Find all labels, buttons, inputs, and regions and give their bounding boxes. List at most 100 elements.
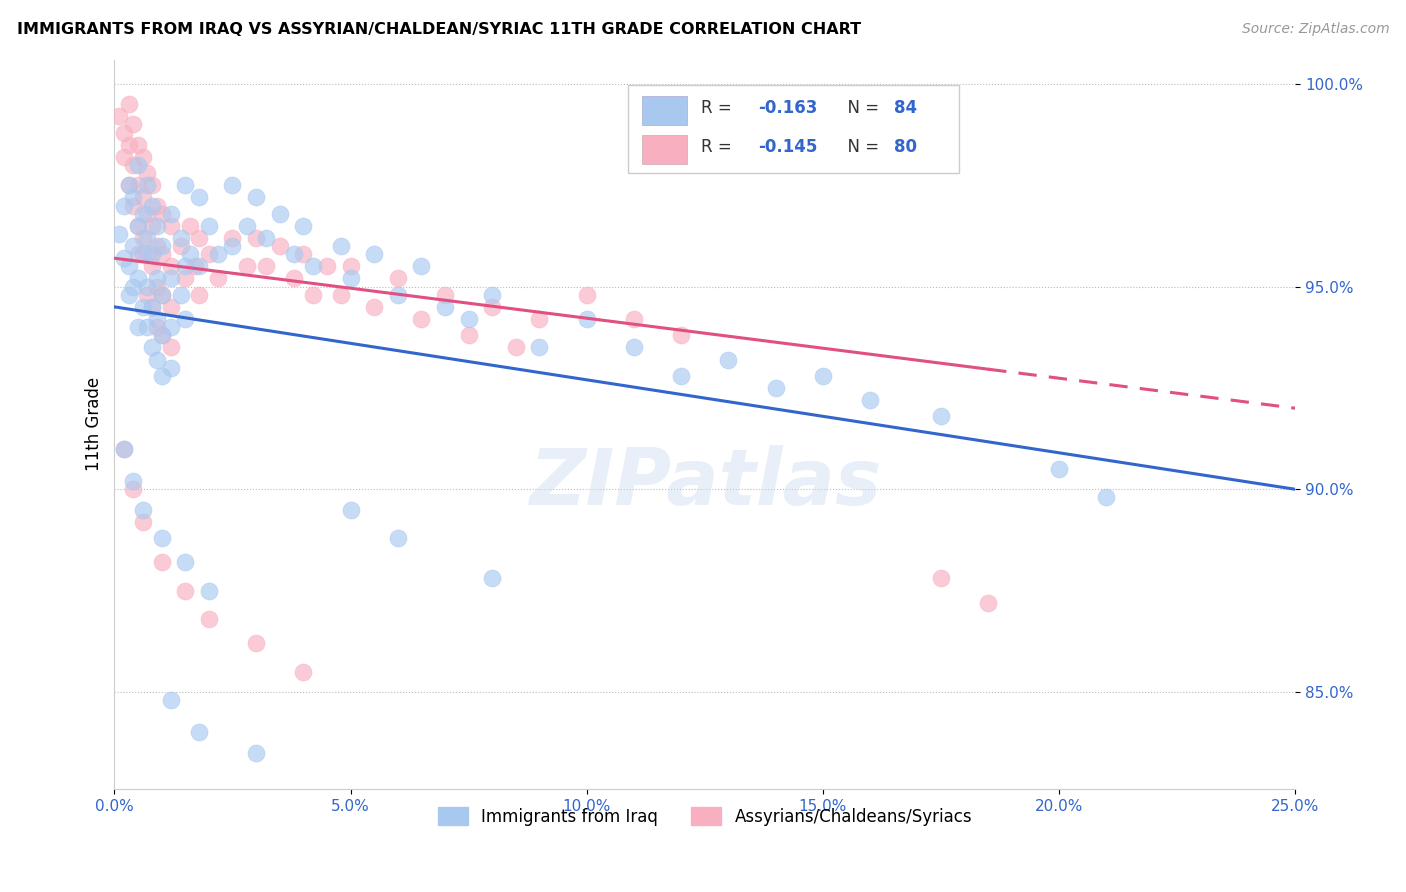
Point xyxy=(141,198,163,212)
Point xyxy=(112,198,135,212)
Point xyxy=(132,150,155,164)
Point xyxy=(254,231,277,245)
Point xyxy=(977,596,1000,610)
Point xyxy=(481,287,503,301)
Bar xyxy=(643,135,688,164)
Point xyxy=(150,368,173,383)
Point xyxy=(127,219,149,233)
Point xyxy=(292,247,315,261)
Text: IMMIGRANTS FROM IRAQ VS ASSYRIAN/CHALDEAN/SYRIAC 11TH GRADE CORRELATION CHART: IMMIGRANTS FROM IRAQ VS ASSYRIAN/CHALDEA… xyxy=(17,22,860,37)
Point xyxy=(112,442,135,456)
Point xyxy=(146,312,169,326)
Point xyxy=(169,287,191,301)
Point xyxy=(221,239,243,253)
Point xyxy=(221,231,243,245)
Point xyxy=(141,219,163,233)
Point xyxy=(434,300,457,314)
Point xyxy=(136,231,159,245)
Point xyxy=(339,260,361,274)
Point xyxy=(529,340,551,354)
Point xyxy=(122,190,145,204)
Point xyxy=(254,260,277,274)
Point xyxy=(183,260,205,274)
Point xyxy=(198,583,221,598)
Point xyxy=(146,219,169,233)
Point xyxy=(160,271,183,285)
Y-axis label: 11th Grade: 11th Grade xyxy=(86,377,103,472)
Point xyxy=(188,190,211,204)
Point xyxy=(363,247,385,261)
Point xyxy=(141,340,163,354)
Point xyxy=(150,239,173,253)
Point xyxy=(160,260,183,274)
Point xyxy=(122,279,145,293)
Point xyxy=(117,178,139,193)
Point xyxy=(316,260,339,274)
Point xyxy=(122,474,145,488)
Point xyxy=(132,247,155,261)
Point xyxy=(146,320,169,334)
Point xyxy=(117,178,139,193)
Point xyxy=(363,300,385,314)
Text: Source: ZipAtlas.com: Source: ZipAtlas.com xyxy=(1241,22,1389,37)
Point xyxy=(529,312,551,326)
Point xyxy=(174,178,197,193)
Point xyxy=(136,287,159,301)
Point xyxy=(169,239,191,253)
Point xyxy=(235,219,257,233)
Point xyxy=(174,583,197,598)
Point xyxy=(136,166,159,180)
Point xyxy=(160,219,183,233)
Point xyxy=(387,531,409,545)
Point xyxy=(188,725,211,739)
Point xyxy=(132,206,155,220)
Point xyxy=(141,300,163,314)
Point xyxy=(245,231,267,245)
Point xyxy=(150,531,173,545)
Point xyxy=(292,665,315,679)
Point xyxy=(198,612,221,626)
Point xyxy=(112,126,135,140)
Point xyxy=(132,515,155,529)
Bar xyxy=(643,96,688,125)
Point xyxy=(387,271,409,285)
Point xyxy=(1095,491,1118,505)
Point xyxy=(146,352,169,367)
Point xyxy=(269,239,291,253)
Point xyxy=(188,231,211,245)
Point xyxy=(136,206,159,220)
Point xyxy=(150,555,173,569)
Text: N =: N = xyxy=(837,100,884,118)
Point xyxy=(127,320,149,334)
Point xyxy=(174,555,197,569)
Point xyxy=(160,340,183,354)
Point xyxy=(146,239,169,253)
Point xyxy=(411,260,433,274)
Point xyxy=(339,271,361,285)
Text: -0.145: -0.145 xyxy=(758,138,817,156)
Point xyxy=(179,247,201,261)
Point xyxy=(112,150,135,164)
Point xyxy=(150,328,173,343)
Point xyxy=(132,502,155,516)
Point xyxy=(623,312,645,326)
Point xyxy=(160,300,183,314)
Point xyxy=(188,260,211,274)
Point xyxy=(136,247,159,261)
FancyBboxPatch shape xyxy=(628,85,959,173)
Point xyxy=(811,368,834,383)
Point xyxy=(127,247,149,261)
Point xyxy=(122,483,145,497)
Point xyxy=(141,247,163,261)
Point xyxy=(160,320,183,334)
Point xyxy=(245,190,267,204)
Point xyxy=(112,442,135,456)
Point xyxy=(117,137,139,152)
Point xyxy=(108,109,131,123)
Point xyxy=(174,271,197,285)
Point xyxy=(859,393,882,408)
Point xyxy=(146,198,169,212)
Point xyxy=(117,97,139,112)
Point xyxy=(132,231,155,245)
Point xyxy=(387,287,409,301)
